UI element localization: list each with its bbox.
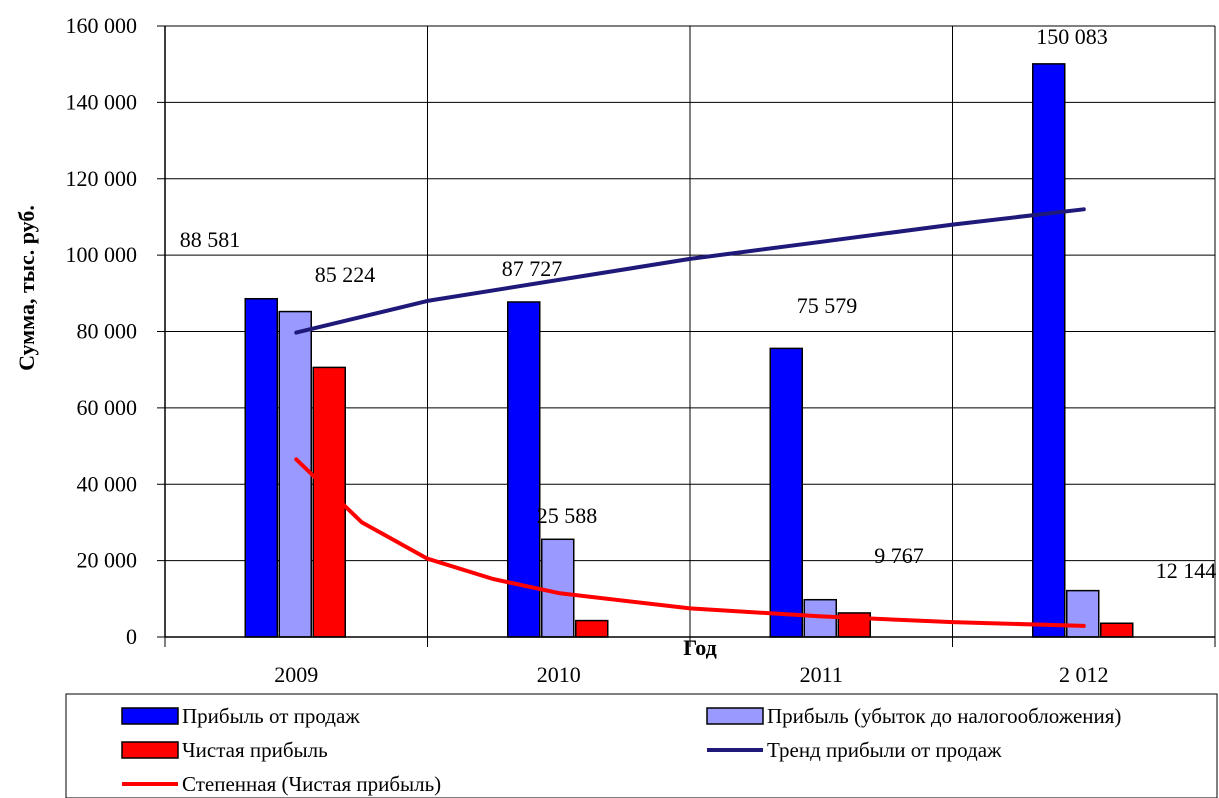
y-tick-label: 80 000 — [77, 319, 138, 344]
y-tick-label: 100 000 — [66, 242, 138, 267]
bar — [575, 619, 609, 638]
x-tick-label: 2011 — [800, 662, 843, 687]
trend-line — [294, 207, 1086, 335]
legend-label: Прибыль от продаж — [182, 704, 360, 728]
legend-label: Степенная (Чистая прибыль) — [182, 772, 441, 796]
y-tick-label: 40 000 — [77, 471, 138, 496]
legend-swatch — [121, 707, 179, 725]
data-label: 9 767 — [874, 543, 924, 568]
legend: Прибыль от продаж Прибыль (убыток до нало… — [65, 693, 1218, 798]
legend-swatch — [121, 741, 179, 759]
data-label: 88 581 — [180, 227, 241, 252]
data-labels: 88 581 87 727 75 579 150 083 85 224 25 588 9 7… — [180, 24, 1217, 583]
data-label: 150 083 — [1036, 24, 1108, 49]
bar — [541, 538, 575, 638]
tick-labels: 0 20 000 40 000 60 000 80 000 100 000 120 000 1… — [66, 13, 1109, 687]
data-label: 87 727 — [502, 256, 563, 281]
data-label: 25 588 — [537, 503, 598, 528]
bar — [278, 310, 312, 638]
x-tick-label: 2 012 — [1059, 662, 1109, 687]
bar — [244, 297, 278, 638]
y-tick-label: 120 000 — [66, 166, 138, 191]
legend-label: Чистая прибыль — [182, 738, 328, 762]
x-axis-title: Год — [683, 635, 717, 660]
trend-lines — [294, 207, 1086, 628]
x-tick-label: 2009 — [274, 662, 318, 687]
bars — [244, 63, 1134, 638]
legend-box — [65, 693, 1218, 798]
data-label: 12 144 — [1156, 558, 1217, 583]
y-axis-title: Сумма, тыс. руб. — [14, 205, 39, 371]
y-tick-label: 20 000 — [77, 548, 138, 573]
data-label: 85 224 — [315, 262, 376, 287]
bar — [507, 301, 541, 638]
legend-label: Тренд прибыли от продаж — [767, 738, 1002, 762]
axes — [157, 25, 1216, 647]
legend-swatch — [706, 707, 764, 725]
trend-line — [294, 457, 1086, 628]
bar — [1032, 63, 1066, 638]
bar — [769, 347, 803, 638]
bar — [1066, 589, 1100, 638]
data-label: 75 579 — [797, 293, 858, 318]
y-tick-label: 0 — [126, 624, 137, 649]
bar — [1100, 622, 1134, 638]
y-tick-label: 160 000 — [66, 13, 138, 38]
legend-label: Прибыль (убыток до налогообложения) — [767, 704, 1121, 728]
y-tick-label: 60 000 — [77, 395, 138, 420]
x-tick-label: 2010 — [537, 662, 581, 687]
y-tick-label: 140 000 — [66, 89, 138, 114]
